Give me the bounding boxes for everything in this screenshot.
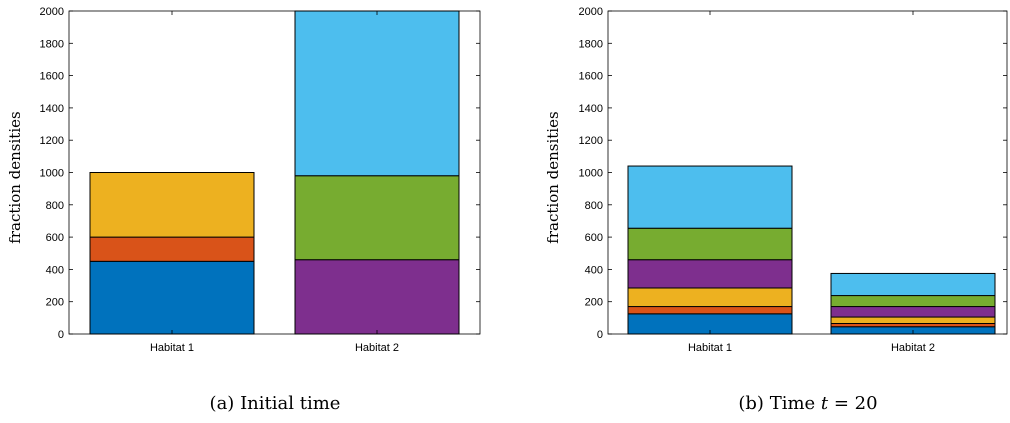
bar-segment [627,259,793,289]
bar-segment [627,165,793,229]
bar-segment [294,175,460,261]
bar-segment [89,260,255,335]
bar-segment [830,295,996,308]
y-tick-label: 200 [585,297,603,309]
y-tick-label: 800 [585,200,603,212]
x-tick-label: Habitat 1 [150,342,194,354]
y-axis-label: fraction densities [6,111,24,243]
y-tick-label: 0 [58,329,64,341]
bar-segment [294,10,460,177]
y-tick-label: 2000 [40,6,64,18]
x-tick-label: Habitat 2 [355,342,399,354]
panel-b-time-20: 0 200 400 600 800 1000 1200 1400 1600 1800 2000 fra… [544,6,1008,414]
panel-caption: (a) Initial time [210,393,341,414]
caption-prefix: (b) [738,393,764,414]
y-tick-label: 1000 [40,168,64,180]
y-tick-label: 1400 [579,103,603,115]
y-tick-label: 1000 [579,168,603,180]
panel-a-initial-time: 0 200 400 600 800 1000 1200 1400 1600 1800 2000 fra… [6,6,481,414]
y-tick-label: 1800 [579,38,603,50]
y-tick-label: 1600 [579,71,603,83]
y-tick-label: 400 [585,264,603,276]
x-tick-label: Habitat 2 [891,342,935,354]
y-tick-label: 1400 [40,103,64,115]
caption-math-rest: = 20 [828,393,877,414]
y-tick-label: 600 [46,232,64,244]
y-tick-label: 1800 [40,38,64,50]
bar-segment [627,287,793,308]
y-tick-label: 200 [46,297,64,309]
bar-segment [830,306,996,318]
y-tick-label: 0 [597,329,603,341]
y-tick-label: 1200 [40,135,64,147]
x-tick-label: Habitat 1 [688,342,732,354]
bar-segment [89,172,255,238]
y-tick-label: 1200 [579,135,603,147]
bar-segment [627,227,793,261]
y-tick-label: 400 [46,264,64,276]
panel-caption: (b) Time t = 20 [738,393,877,414]
bar-segment [830,316,996,325]
caption-math-var: t [821,393,829,414]
y-tick-label: 600 [585,232,603,244]
caption-text: Time [770,393,815,414]
caption-prefix: (a) [210,393,235,414]
bar-segment [294,259,460,335]
y-axis-label: fraction densities [544,111,562,243]
bar-segment [830,272,996,297]
caption-text: Initial time [240,393,340,414]
bar-segment [89,236,255,262]
y-tick-label: 1600 [40,71,64,83]
y-tick-label: 2000 [579,6,603,18]
bar-segment [627,306,793,315]
y-tick-label: 800 [46,200,64,212]
